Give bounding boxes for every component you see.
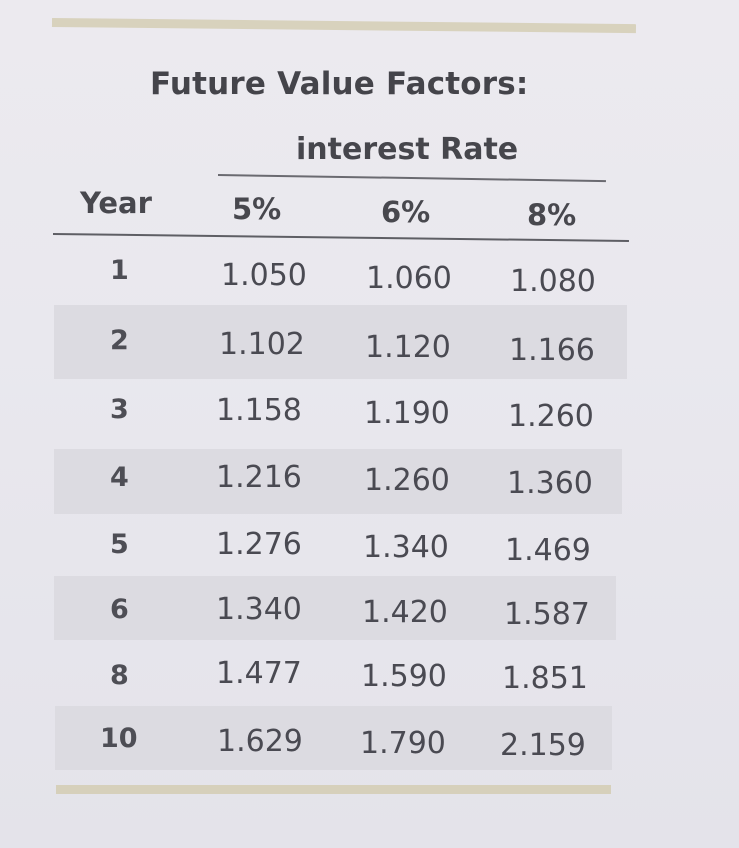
column-header-5pct: 5% (232, 192, 282, 226)
value-cell: 1.629 (217, 724, 303, 759)
value-cell: 1.166 (509, 333, 595, 368)
group-header-rule (217, 174, 606, 183)
value-cell: 1.477 (216, 656, 302, 691)
year-cell: 4 (110, 462, 129, 493)
column-header-year: Year (80, 186, 152, 220)
value-cell: 1.340 (363, 530, 449, 565)
table-row (54, 576, 616, 640)
value-cell: 1.080 (510, 264, 596, 299)
header-rule (52, 233, 629, 243)
value-cell: 1.260 (508, 399, 594, 434)
year-cell: 3 (110, 394, 129, 425)
year-cell: 5 (110, 529, 129, 560)
value-cell: 1.190 (364, 396, 450, 431)
value-cell: 1.851 (502, 661, 588, 696)
value-cell: 1.587 (504, 597, 590, 632)
table-row (54, 449, 622, 514)
table-title: Future Value Factors: (150, 66, 529, 102)
value-cell: 1.120 (365, 330, 451, 365)
column-header-6pct: 6% (381, 195, 431, 229)
year-cell: 10 (100, 723, 138, 754)
value-cell: 1.420 (362, 595, 448, 630)
column-header-8pct: 8% (527, 198, 577, 232)
table-row (54, 305, 627, 379)
year-cell: 1 (110, 255, 129, 286)
value-cell: 1.102 (219, 327, 305, 362)
value-cell: 1.216 (216, 460, 302, 495)
top-rule (51, 18, 637, 34)
value-cell: 1.276 (216, 527, 302, 562)
value-cell: 1.469 (505, 533, 591, 568)
table-row (55, 706, 612, 770)
value-cell: 1.158 (216, 393, 302, 428)
value-cell: 2.159 (500, 728, 586, 763)
year-cell: 2 (110, 325, 129, 356)
bottom-rule (56, 785, 611, 794)
value-cell: 1.360 (507, 466, 593, 501)
value-cell: 1.050 (221, 258, 307, 293)
value-cell: 1.590 (361, 659, 447, 694)
value-cell: 1.260 (364, 463, 450, 498)
year-cell: 6 (110, 594, 129, 625)
value-cell: 1.060 (366, 261, 452, 296)
year-cell: 8 (110, 660, 129, 691)
group-header-interest-rate: interest Rate (296, 132, 519, 167)
value-cell: 1.790 (360, 726, 446, 761)
value-cell: 1.340 (216, 592, 302, 627)
